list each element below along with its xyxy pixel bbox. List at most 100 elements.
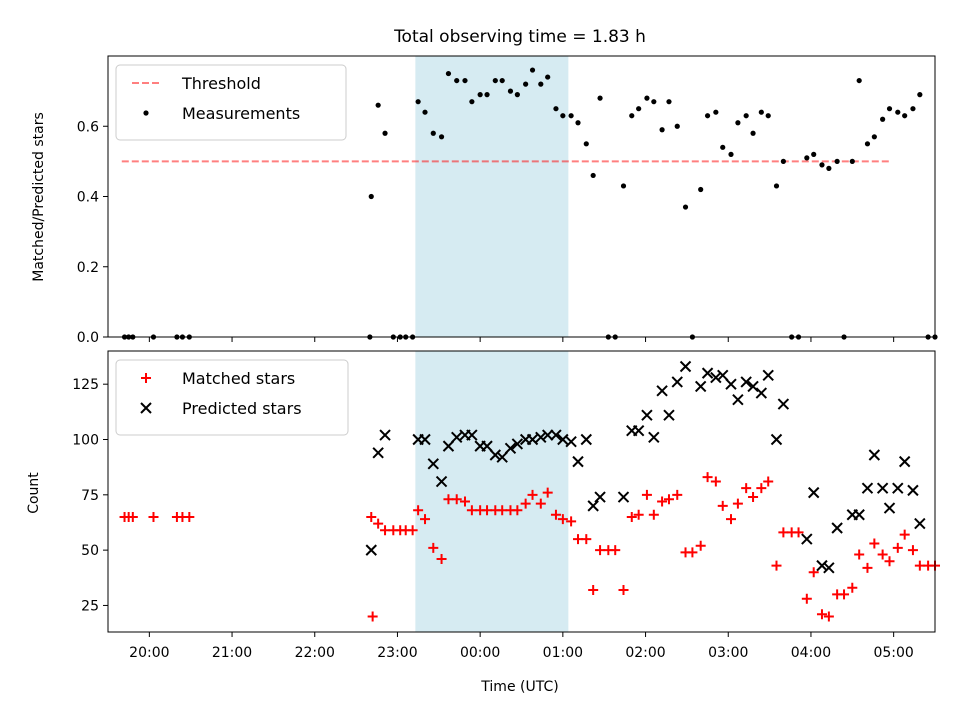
matched-star-point [367,611,378,622]
measurement-point [590,172,596,179]
measurement-point [454,77,460,84]
measurement-point [902,113,908,119]
predicted-star-point [807,486,820,499]
legend-box [115,64,347,141]
x-axis-label: Time (UTC) [480,679,558,695]
predicted-star-point [535,431,547,443]
matched-star-point [726,514,737,525]
legend-label: Predicted stars [182,399,302,418]
predicted-star-point [466,429,478,441]
legend-matched-swatch [141,373,151,383]
measurement-point [743,113,749,119]
measurement-point [507,88,514,94]
top-legend: Threshold Measurements [115,64,347,141]
bottom-panel: 25 50 75 100 125 20:00 21:00 22:00 23:00 00:00 01:… [72,350,940,661]
matched-star-point [663,494,674,505]
predicted-star-point [861,482,874,494]
measurement-point [720,144,726,150]
matched-star-point [672,489,683,500]
legend-box [115,359,349,436]
chart-title: Total observing time = 1.83 h [393,27,646,47]
legend-predicted-swatch [140,402,152,414]
top-y-tick-label: 0.6 [77,119,99,135]
matched-star-point [566,516,577,527]
measurement-point [728,151,734,157]
predicted-star-point [541,429,554,441]
predicted-star-point [883,502,896,514]
predicted-star-point [594,491,606,503]
measurement-point [469,99,475,105]
predicted-star-point [801,533,813,545]
matched-star-point [687,547,698,558]
matched-star-point [702,472,713,483]
bottom-y-tick-label: 125 [72,377,99,393]
matched-star-point [420,514,431,525]
measurement-point [368,193,374,200]
predicted-star-point [892,482,904,494]
matched-star-point [732,498,743,509]
measurement-point [575,120,581,126]
x-tick-label: 04:00 [791,645,831,661]
predicted-star-point [641,409,653,421]
matched-star-point [648,509,659,520]
predicted-star-point [876,482,889,494]
matched-star-point [428,542,439,553]
matched-star-point [373,518,384,529]
measurement-point [492,77,498,84]
predicted-star-point [663,409,675,421]
matched-star-point [869,538,880,549]
measurement-point [780,158,786,164]
measurement-point [375,102,381,108]
legend-measurement-swatch [143,110,149,116]
matched-star-point [512,505,523,516]
matched-star-point [899,529,910,540]
predicted-star-point [777,398,790,410]
predicted-star-point [632,424,645,437]
predicted-star-point [550,429,562,441]
matched-star-point [550,509,561,520]
matched-star-point [695,540,706,551]
x-tick-label: 02:00 [625,645,665,661]
predicted-star-point [648,431,660,443]
predicted-star-point [853,509,865,521]
predicted-star-point [372,447,384,459]
measurement-point [834,158,840,164]
matched-star-point [557,514,568,525]
matched-star-point [907,545,918,556]
measurement-point [674,123,680,129]
measurement-point [620,183,627,189]
predicted-star-point [504,442,517,455]
legend-label: Threshold [181,74,261,93]
x-tick-label: 20:00 [129,645,169,661]
measurement-point [880,116,886,122]
matched-star-point [581,534,592,545]
predicted-star-point [617,491,630,503]
measurement-point [382,130,388,136]
matched-star-point [763,476,774,487]
predicted-star-point [435,475,448,488]
predicted-star-point [907,484,919,497]
predicted-star-point [419,433,431,446]
measurement-point [484,92,490,98]
measurement-point [583,141,589,147]
matched-star-point [535,498,546,509]
matched-star-point [793,527,804,538]
predicted-star-point [770,433,783,446]
matched-star-point [413,505,424,516]
matched-star-point [717,500,728,511]
predicted-star-point [823,562,835,574]
matched-star-point [641,489,652,500]
predicted-star-point [868,449,881,461]
predicted-star-point [762,369,774,382]
measurement-point [773,183,780,189]
measurement-point [811,151,817,157]
predicted-star-point [656,385,668,397]
measurement-point [538,81,544,87]
predicted-star-point [442,440,455,452]
bottom-y-tick-label: 75 [81,488,99,504]
measurement-point [445,70,452,77]
matched-star-point [839,589,850,600]
matched-star-point [588,584,599,595]
top-y-tick-label: 0.2 [77,260,99,276]
measurement-point [422,109,428,115]
